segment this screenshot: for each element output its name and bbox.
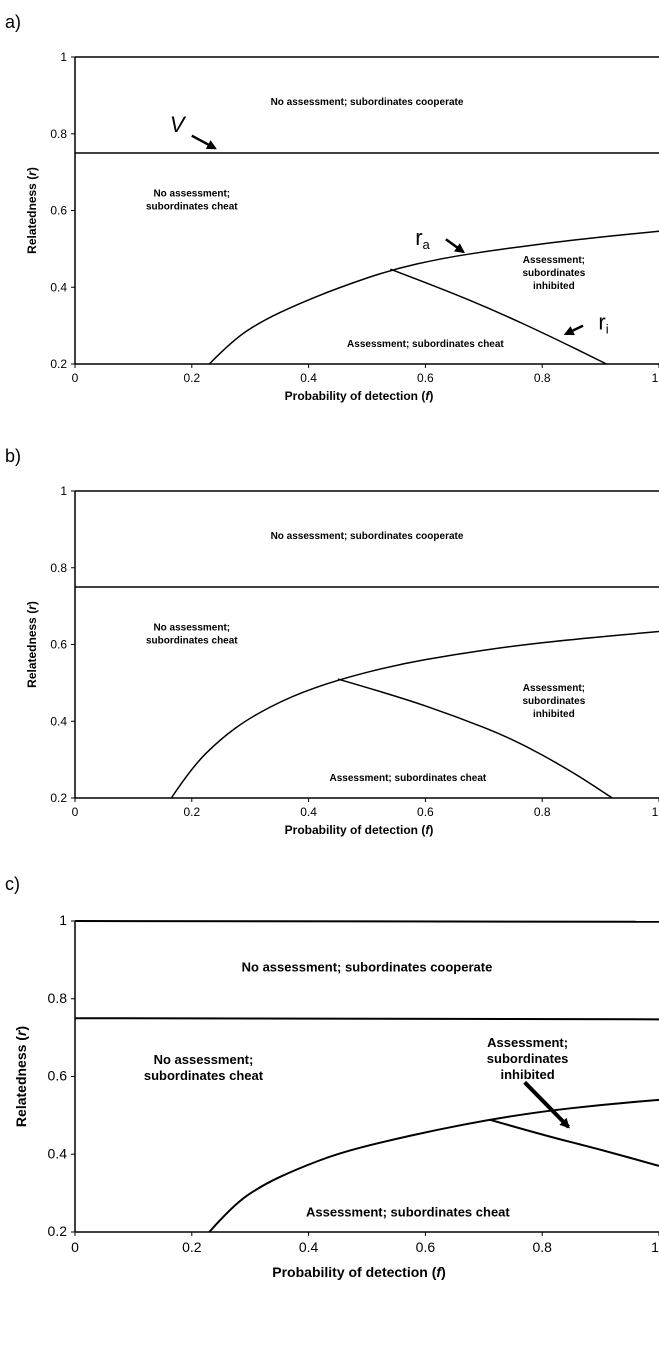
y-tick-label: 1 [60,484,67,498]
y-tick-label: 0.8 [48,990,68,1006]
x-tick-label: 1 [651,1239,659,1255]
panel-a: a) 0.2 0.4 0.6 0.8 1 0 0.2 0.4 0.6 0.8 1 Probability… [5,12,659,403]
region-label: subordinates cheat [144,1068,264,1083]
x-tick-label: 0.4 [299,1239,319,1255]
region-label: inhibited [533,281,575,292]
y-tick-label: 0.4 [48,1145,68,1161]
x-tick-label: 0.6 [416,1239,436,1255]
y-axis-label: Relatedness (r) [13,1026,29,1127]
x-tick-label: 0 [71,1239,79,1255]
region-label: Assessment; subordinates cheat [306,1205,510,1220]
region-label: subordinates [522,268,585,279]
y-tick-label: 0.4 [50,280,67,294]
x-tick-label: 0.2 [182,1239,202,1255]
y-tick-label: 0.6 [48,1068,68,1084]
series-line-1 [74,1017,659,1021]
y-tick-label: 0.2 [50,357,67,371]
series-line-3 [337,678,613,799]
x-tick-label: 0.2 [183,371,200,385]
y-tick-label: 0.4 [50,714,67,728]
series-line-3 [390,268,607,365]
x-tick-label: 0.6 [417,371,434,385]
y-tick-label: 0.8 [50,127,67,141]
panel-c: c)0.20.40.60.810 0.2 0.4 0.6 0.8 1Probability… [5,874,659,1280]
y-tick-label: 1 [60,50,67,64]
x-tick-label: 0.4 [300,805,317,819]
x-tick-label: 0.2 [183,805,200,819]
region-label: Assessment; subordinates cheat [347,339,504,350]
series-line-3 [489,1118,659,1167]
y-tick-label: 0.6 [50,204,67,218]
region-label: Assessment; [487,1035,568,1050]
series-line-0 [74,920,659,923]
region-label: No assessment; [153,188,230,199]
annotation-label: V [170,112,187,137]
region-label: Assessment; subordinates cheat [330,773,487,784]
region-label: inhibited [501,1067,555,1082]
x-axis-label: Probability of detection (f) [272,1264,445,1280]
y-tick-label: 1 [59,912,67,928]
series-line-2 [208,1098,659,1233]
x-tick-label: 0.8 [532,1239,552,1255]
region-label: No assessment; subordinates cooperate [242,960,493,975]
region-label: subordinates cheat [146,635,238,646]
annotation-arrow [445,238,465,254]
annotation-arrow [523,1080,570,1129]
y-tick-label: 0.8 [50,561,67,575]
region-label: Assessment; [523,255,585,266]
x-tick-label: 0.6 [417,805,434,819]
annotation-arrow [191,134,217,150]
y-axis-label: Relatedness (r) [25,167,39,254]
region-label: subordinates cheat [146,201,238,212]
y-tick-label: 0.6 [50,638,67,652]
annotation-label: ra [415,225,430,252]
region-label: No assessment; [154,1052,254,1067]
panel-label: b) [5,446,21,466]
region-label: No assessment; subordinates cooperate [271,531,464,542]
x-tick-label: 0.4 [300,371,317,385]
region-label: inhibited [533,709,575,720]
region-label: subordinates [487,1051,569,1066]
region-label: No assessment; [153,622,230,633]
region-label: No assessment; subordinates cooperate [271,97,464,108]
panel-b: b) 0.2 0.4 0.6 0.8 1 0 0.2 0.4 0.6 0.8 1 Probability… [5,446,659,837]
y-tick-label: 0.2 [50,791,67,805]
x-axis-label: Probability of detection (f) [285,389,434,403]
x-tick-label: 1 [652,805,659,819]
annotation-arrow [563,324,584,336]
annotation-label: ri [598,309,608,336]
x-tick-label: 0.8 [534,371,551,385]
x-tick-label: 0 [72,805,79,819]
x-tick-label: 1 [652,371,659,385]
series-line-2 [170,630,659,799]
region-label: subordinates [522,696,585,707]
x-tick-label: 0.8 [534,805,551,819]
x-tick-label: 0 [72,371,79,385]
region-label: Assessment; [523,683,585,694]
panel-label: a) [5,12,21,32]
y-axis-label: Relatedness (r) [25,601,39,688]
y-tick-label: 0.2 [48,1223,68,1239]
x-axis-label: Probability of detection (f) [285,823,434,837]
panel-label: c) [5,874,20,894]
